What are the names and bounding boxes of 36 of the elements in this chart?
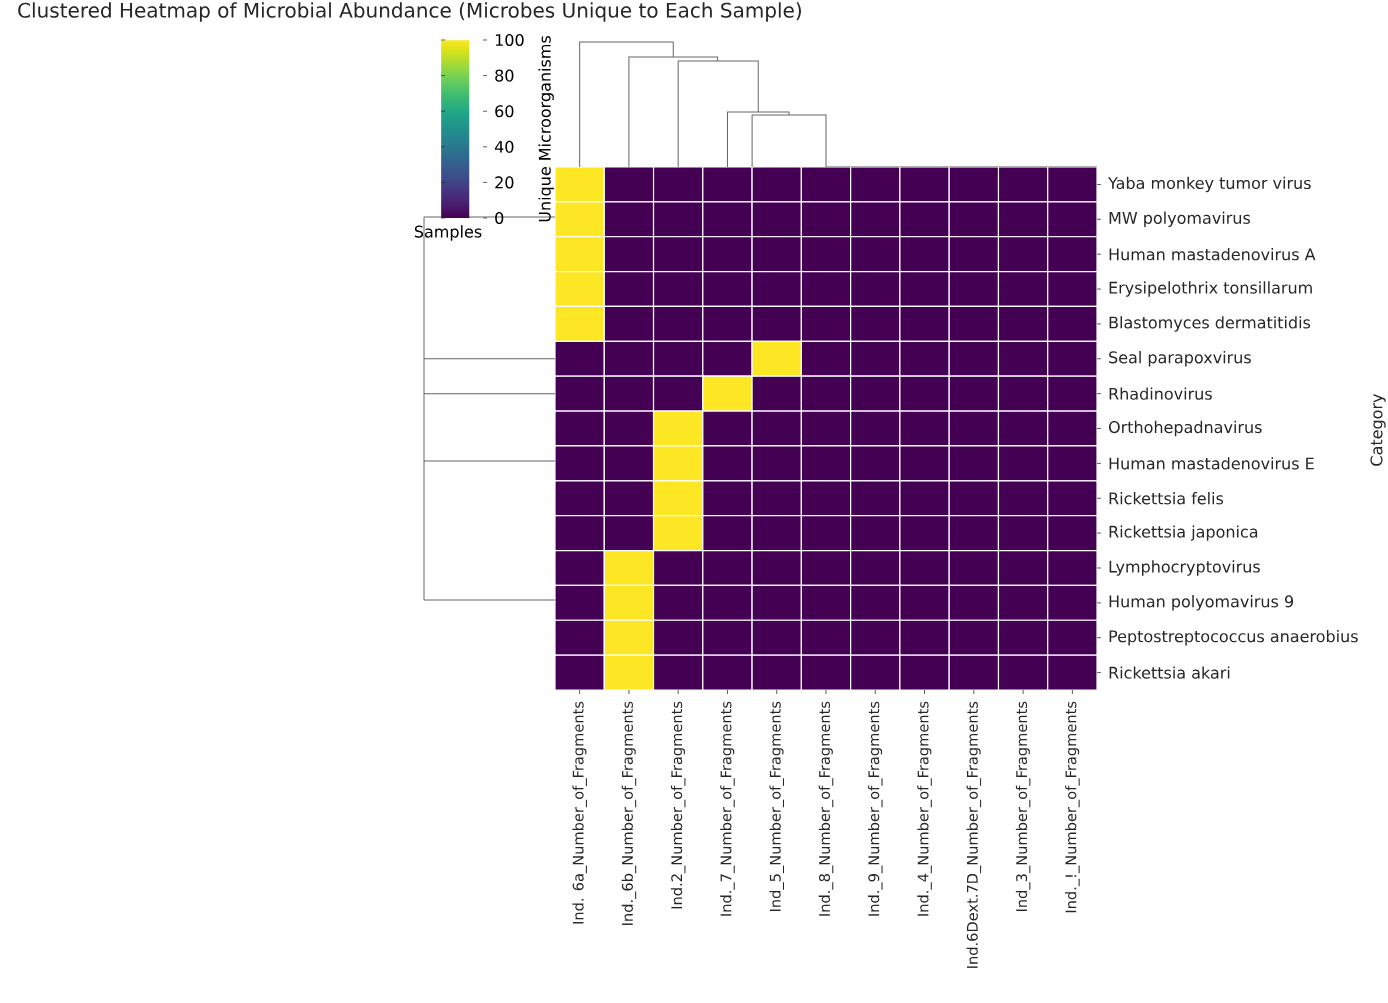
- y-tick-label: Human polyomavirus 9: [1109, 595, 1294, 611]
- color-bar-label: 100: [495, 33, 524, 47]
- y-tick-label: Human mastadenovirus A: [1109, 248, 1316, 261]
- y-tick-label: Orthohepadnavirus: [1108, 420, 1262, 437]
- x-tick-label: Ind_5_Number_of_Fragments: [769, 701, 784, 912]
- x-tick-label: Ind_3_Number_of_Fragments: [1015, 701, 1031, 912]
- y-tick-label: Seal parapoxvirus: [1109, 351, 1251, 367]
- y-tick-label: MW polyomavirus: [1109, 211, 1251, 228]
- color-bar-label: 20: [495, 176, 514, 189]
- color-bar-label: 60: [495, 105, 514, 118]
- y-tick-label: Rhadinovirus: [1109, 387, 1212, 400]
- color-bar-title: Unique Microorganisms: [538, 35, 554, 222]
- chart-title: Clustered Heatmap of Microbial Abundance (Microbes Unique to Each Sample): [18, 2, 801, 22]
- y-tick-label: Peptostreptococcus anaerobius: [1109, 629, 1358, 646]
- x-tick-label: Ind._!_Number_of_Fragments: [1065, 701, 1080, 913]
- y-tick-label: Human mastadenovirus E: [1109, 457, 1314, 470]
- y-tick-label: Erysipelothrix tonsillarum: [1109, 281, 1312, 297]
- y-tick-label: Blastomyces dermatitidis: [1109, 316, 1311, 332]
- x-tick-label: Ind._9_Number_of_Fragments: [868, 701, 883, 916]
- x-tick-label: Ind. 6a_Number_of_Fragments: [572, 701, 587, 924]
- x-tick-label: Ind._6b_Number_of_Fragments: [621, 701, 637, 925]
- y-tick-label: Rickettsia felis: [1109, 492, 1224, 505]
- x-tick-label: Ind.6Dext.7D_Number_of_Fragments: [966, 701, 982, 968]
- color-bar-label: 40: [494, 140, 514, 153]
- x-tick-label: Ind._4_Number_of_Fragments: [917, 701, 932, 916]
- y-tick-label: Rickettsia akari: [1109, 666, 1230, 679]
- y-tick-label: Yaba monkey tumor virus: [1108, 176, 1311, 193]
- color-bar-label: 0: [495, 211, 504, 225]
- y-tick-label: Lymphocryptovirus: [1109, 560, 1260, 576]
- x-tick-label: Ind.2_Number_of_Fragments: [670, 701, 686, 909]
- color-bar-label: 80: [495, 69, 514, 82]
- y-axis-title: Category: [1370, 393, 1386, 466]
- x-axis-title: Samples: [414, 225, 482, 241]
- x-tick-label: Ind._8_Number_of_Fragments: [818, 701, 834, 916]
- x-tick-label: Ind._7_Number_of_Fragments: [720, 701, 735, 916]
- y-tick-label: Rickettsia japonica: [1109, 525, 1258, 541]
